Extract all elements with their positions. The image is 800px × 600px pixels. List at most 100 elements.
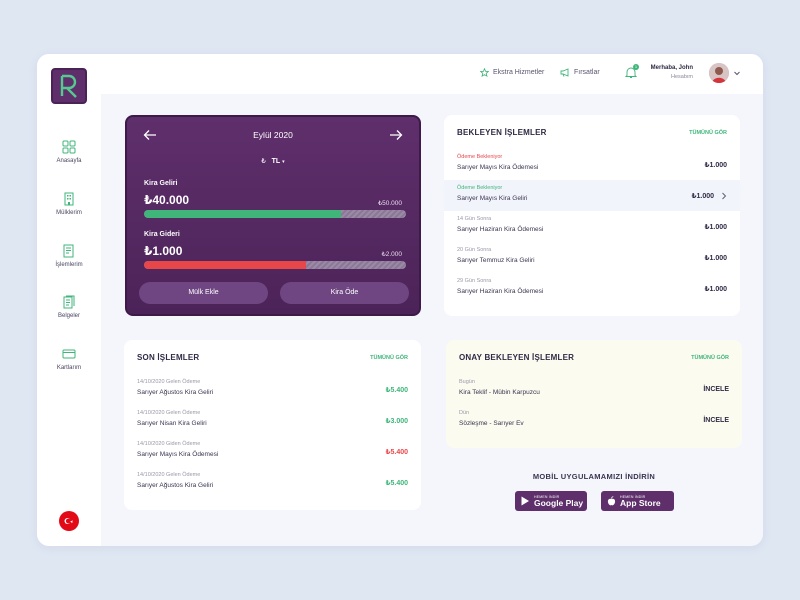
google-play-icon xyxy=(521,496,529,506)
list-item[interactable]: 14/10/2020 Gelen Ödeme Sarıyer Ağustos K… xyxy=(124,467,421,498)
see-all-link[interactable]: TÜMÜNÜ GÖR xyxy=(691,355,729,361)
next-month-arrow-icon[interactable] xyxy=(389,129,403,141)
store-big-label: Google Play xyxy=(534,497,584,508)
language-switcher[interactable] xyxy=(59,511,79,531)
user-greeting: Merhaba, John xyxy=(650,65,693,71)
list-item[interactable]: Ödeme Bekleniyor Sarıyer Mayıs Kira Ödem… xyxy=(444,149,740,180)
list-item[interactable]: 14/10/2020 Giden Ödeme Sarıyer Mayıs Kir… xyxy=(124,436,421,467)
item-title: Sarıyer Mayıs Kira Ödemesi xyxy=(137,451,219,458)
item-title: Sarıyer Mayıs Kira Geliri xyxy=(457,195,528,202)
store-small-label: HEMEN İNDİR xyxy=(620,494,646,499)
item-title: Sarıyer Ağustos Kira Geliri xyxy=(137,389,214,396)
item-title: Sarıyer Ağustos Kira Geliri xyxy=(137,482,214,489)
logo[interactable] xyxy=(51,68,87,104)
item-title: Kira Teklif - Mübin Karpuzcu xyxy=(459,389,540,396)
see-all-link[interactable]: TÜMÜNÜ GÖR xyxy=(689,130,727,136)
item-amount: ₺1.000 xyxy=(704,255,727,262)
star-icon xyxy=(480,68,489,77)
sidebar-item-label: Mülklerim xyxy=(56,210,82,216)
sidebar-item-home[interactable]: Anasayfa xyxy=(37,140,101,164)
expense-value: ₺1.000 xyxy=(144,244,183,258)
list-item[interactable]: 14/10/2020 Gelen Ödeme Sarıyer Nisan Kir… xyxy=(124,405,421,436)
list-item[interactable]: 14 Gün Sonra Sarıyer Haziran Kira Ödemes… xyxy=(444,211,740,242)
store-small-label: HEMEN İNDİR xyxy=(534,494,560,499)
app-window: Anasayfa Mülklerim İşlemlerim xyxy=(37,54,763,546)
item-date: 14/10/2020 Gelen Ödeme xyxy=(137,472,201,478)
list-item[interactable]: Ödeme Bekleniyor Sarıyer Mayıs Kira Geli… xyxy=(444,180,740,211)
mobile-app-title: MOBİL UYGULAMAMIZI İNDİRİN xyxy=(532,472,656,481)
item-status: 20 Gün Sonra xyxy=(457,247,492,253)
card-icon xyxy=(62,349,76,359)
sidebar: Anasayfa Mülklerim İşlemlerim xyxy=(37,54,101,546)
card-title: ONAY BEKLEYEN İŞLEMLER xyxy=(459,353,575,362)
list-item[interactable]: Dün Sözleşme - Sarıyer Ev İNCELE xyxy=(446,405,742,436)
chevron-down-icon[interactable] xyxy=(733,69,741,77)
add-property-button[interactable]: Mülk Ekle xyxy=(139,282,268,304)
grid-icon xyxy=(62,140,76,154)
item-amount: ₺5.400 xyxy=(385,480,408,487)
extra-services-label: Ekstra Hizmetler xyxy=(493,69,545,76)
card-title: BEKLEYEN İŞLEMLER xyxy=(457,128,547,137)
sidebar-item-transactions[interactable]: İşlemlerim xyxy=(37,244,101,268)
approval-pending-card: ONAY BEKLEYEN İŞLEMLER TÜMÜNÜ GÖR Bugün … xyxy=(446,340,742,448)
chevron-down-icon: ▾ xyxy=(282,159,285,165)
item-amount: ₺1.000 xyxy=(691,193,714,200)
list-item[interactable]: 14/10/2020 Gelen Ödeme Sarıyer Ağustos K… xyxy=(124,374,421,405)
currency-selector[interactable]: ₺ TL ▾ xyxy=(127,157,419,165)
building-icon xyxy=(64,192,74,206)
sidebar-item-properties[interactable]: Mülklerim xyxy=(37,192,101,216)
account-label: Hesabım xyxy=(670,74,693,80)
pending-transactions-card: BEKLEYEN İŞLEMLER TÜMÜNÜ GÖR Ödeme Bekle… xyxy=(444,115,740,316)
income-value: ₺40.000 xyxy=(144,193,190,207)
megaphone-icon xyxy=(560,68,569,77)
list-item[interactable]: 29 Gün Sonra Sarıyer Haziran Kira Ödemes… xyxy=(444,273,740,304)
user-menu[interactable]: Merhaba, John Hesabım xyxy=(651,65,693,80)
income-progress-bar xyxy=(144,210,406,218)
item-status: 14 Gün Sonra xyxy=(457,216,492,222)
sidebar-item-label: Kartlarım xyxy=(56,365,82,371)
recent-transactions-card: SON İŞLEMLER TÜMÜNÜ GÖR 14/10/2020 Gelen… xyxy=(124,340,421,510)
card-title: SON İŞLEMLER xyxy=(137,353,200,362)
item-title: Sarıyer Haziran Kira Ödemesi xyxy=(457,288,544,295)
list-item[interactable]: Bugün Kira Teklif - Mübin Karpuzcu İNCEL… xyxy=(446,374,742,405)
item-date: 14/10/2020 Gelen Ödeme xyxy=(137,379,201,385)
notifications-button[interactable]: 1 xyxy=(624,64,639,80)
google-play-button[interactable]: HEMEN İNDİR Google Play xyxy=(515,491,587,511)
sidebar-item-cards[interactable]: Kartlarım xyxy=(37,347,101,371)
app-store-button[interactable]: HEMEN İNDİR App Store xyxy=(601,491,674,511)
top-bar: Ekstra Hizmetler Fırsatlar 1 Merhaba, Jo… xyxy=(101,54,763,94)
sidebar-item-documents[interactable]: Belgeler xyxy=(37,295,101,319)
extra-services-link[interactable]: Ekstra Hizmetler xyxy=(480,68,544,77)
item-status: 29 Gün Sonra xyxy=(457,278,492,284)
item-status: Ödeme Bekleniyor xyxy=(457,154,503,160)
see-all-link[interactable]: TÜMÜNÜ GÖR xyxy=(370,355,408,361)
transactions-icon xyxy=(63,244,74,258)
expense-max: ₺2.000 xyxy=(381,251,402,258)
expense-label: Kira Gideri xyxy=(144,231,180,238)
chevron-right-icon[interactable] xyxy=(721,192,727,200)
review-button[interactable]: İNCELE xyxy=(703,386,729,393)
document-icon xyxy=(63,295,75,309)
pay-rent-button[interactable]: Kira Öde xyxy=(280,282,409,304)
rent-summary-card: Eylül 2020 ₺ TL ▾ Kira Geliri ₺40.000 ₺5… xyxy=(125,115,421,316)
item-date: Dün xyxy=(459,410,470,416)
sidebar-item-label: Anasayfa xyxy=(56,158,82,164)
item-amount: ₺1.000 xyxy=(704,162,727,169)
item-amount: ₺1.000 xyxy=(704,286,727,293)
item-amount: ₺5.400 xyxy=(385,387,408,394)
avatar[interactable] xyxy=(709,63,729,83)
item-amount: ₺1.000 xyxy=(704,224,727,231)
avatar-image xyxy=(709,63,729,83)
item-amount: ₺3.000 xyxy=(385,418,408,425)
prev-month-arrow-icon[interactable] xyxy=(143,129,157,141)
currency-symbol: ₺ xyxy=(261,158,266,165)
income-max: ₺50.000 xyxy=(377,200,402,207)
item-title: Sarıyer Mayıs Kira Ödemesi xyxy=(457,164,539,171)
item-title: Sarıyer Nisan Kira Geliri xyxy=(137,420,207,427)
list-item[interactable]: 20 Gün Sonra Sarıyer Temmuz Kira Geliri … xyxy=(444,242,740,273)
sidebar-item-label: Belgeler xyxy=(57,313,80,319)
expense-progress-bar xyxy=(144,261,406,269)
sidebar-item-label: İşlemlerim xyxy=(55,262,83,268)
opportunities-link[interactable]: Fırsatlar xyxy=(560,68,600,77)
review-button[interactable]: İNCELE xyxy=(703,417,729,424)
